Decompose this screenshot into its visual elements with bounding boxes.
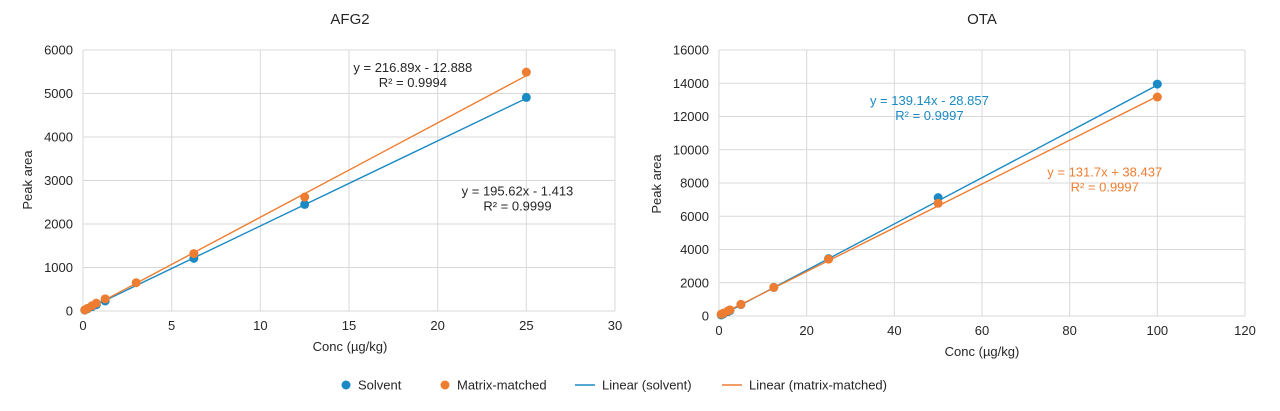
data-point-solvent — [300, 199, 310, 209]
x-tick-label: 40 — [887, 323, 901, 338]
data-point-matrix — [521, 67, 531, 77]
x-tick-label: 5 — [168, 318, 175, 333]
plot-area: 0 1000 2000 3000 4000 5000 6000 0 5 10 15 20 25 30 y =… — [44, 43, 622, 334]
y-tick-label: 12000 — [673, 109, 709, 124]
data-point-solvent — [1152, 79, 1162, 89]
data-point-matrix — [91, 298, 101, 308]
x-tick-label: 25 — [519, 318, 533, 333]
y-tick-label: 14000 — [673, 76, 709, 91]
trendline-equation: y = 139.14x - 28.857 R² = 0.9997 — [870, 93, 989, 123]
x-axis-label: Conc (µg/kg) — [313, 339, 388, 354]
chart-ota: OTA Conc (µg/kg) Peak area 0200040006000… — [649, 11, 1256, 359]
legend-marker-matrix — [440, 380, 450, 390]
y-axis-label: Peak area — [649, 154, 664, 214]
y-tick-label: 16000 — [673, 43, 709, 58]
legend-label: Solvent — [358, 378, 402, 393]
y-tick-label: 4000 — [44, 130, 73, 145]
x-tick-label: 60 — [975, 323, 989, 338]
y-axis-label: Peak area — [20, 150, 35, 210]
equation-line: y = 131.7x + 38.437 — [1047, 164, 1162, 179]
trendline-equation: y = 131.7x + 38.437 R² = 0.9997 — [1047, 164, 1162, 194]
y-tick-label: 5000 — [44, 86, 73, 101]
y-tick-label: 10000 — [673, 142, 709, 157]
legend-label: Linear (matrix-matched) — [749, 378, 887, 393]
data-point-matrix — [300, 192, 310, 202]
legend-label: Matrix-matched — [457, 378, 547, 393]
chart-afg2: AFG2 Conc (µg/kg) Peak area 010002000300… — [20, 11, 622, 354]
data-point-matrix — [100, 294, 110, 304]
data-point-matrix — [933, 198, 943, 208]
trendline-equation: y = 216.89x - 12.888 R² = 0.9994 — [353, 60, 472, 90]
x-tick-label: 0 — [715, 323, 722, 338]
y-tick-label: 8000 — [680, 176, 709, 191]
equation-line: y = 195.62x - 1.413 — [462, 184, 574, 199]
y-tick-label: 2000 — [680, 275, 709, 290]
x-tick-label: 80 — [1062, 323, 1076, 338]
x-tick-label: 20 — [430, 318, 444, 333]
equation-line: R² = 0.9997 — [895, 108, 963, 123]
equation-line: y = 216.89x - 12.888 — [353, 60, 472, 75]
x-tick-label: 20 — [799, 323, 813, 338]
y-tick-label: 4000 — [680, 242, 709, 257]
legend: Solvent Matrix-matched Linear (solvent) Lin… — [341, 378, 887, 393]
y-tick-label: 3000 — [44, 173, 73, 188]
legend-marker-solvent — [341, 380, 351, 390]
equation-line: R² = 0.9999 — [483, 199, 551, 214]
equation-line: R² = 0.9994 — [379, 75, 447, 90]
data-point-matrix — [189, 249, 199, 259]
x-tick-label: 120 — [1234, 323, 1256, 338]
x-tick-label: 30 — [608, 318, 622, 333]
y-tick-label: 0 — [702, 309, 709, 324]
y-tick-label: 2000 — [44, 217, 73, 232]
y-tick-label: 6000 — [680, 209, 709, 224]
y-tick-label: 1000 — [44, 260, 73, 275]
data-point-solvent — [521, 92, 531, 102]
data-point-matrix — [131, 278, 141, 288]
x-tick-label: 100 — [1146, 323, 1168, 338]
data-point-matrix — [736, 299, 746, 309]
legend-label: Linear (solvent) — [602, 378, 692, 393]
data-point-matrix — [1152, 92, 1162, 102]
equation-line: R² = 0.9997 — [1071, 179, 1139, 194]
trendline-equation: y = 195.62x - 1.413 R² = 0.9999 — [462, 184, 574, 214]
y-tick-label: 0 — [66, 304, 73, 319]
data-point-matrix — [824, 254, 834, 264]
data-point-matrix — [725, 305, 735, 315]
y-tick-label: 6000 — [44, 43, 73, 58]
x-tick-label: 0 — [79, 318, 86, 333]
x-tick-label: 15 — [342, 318, 356, 333]
plot-area: 0 2000 4000 6000 8000 10000 12000 14000 16000 0 20… — [673, 43, 1256, 339]
chart-title: AFG2 — [330, 11, 369, 28]
data-point-matrix — [769, 282, 779, 292]
equation-line: y = 139.14x - 28.857 — [870, 93, 989, 108]
x-axis-label: Conc (µg/kg) — [945, 344, 1020, 359]
x-tick-label: 10 — [253, 318, 267, 333]
chart-title: OTA — [967, 11, 997, 28]
